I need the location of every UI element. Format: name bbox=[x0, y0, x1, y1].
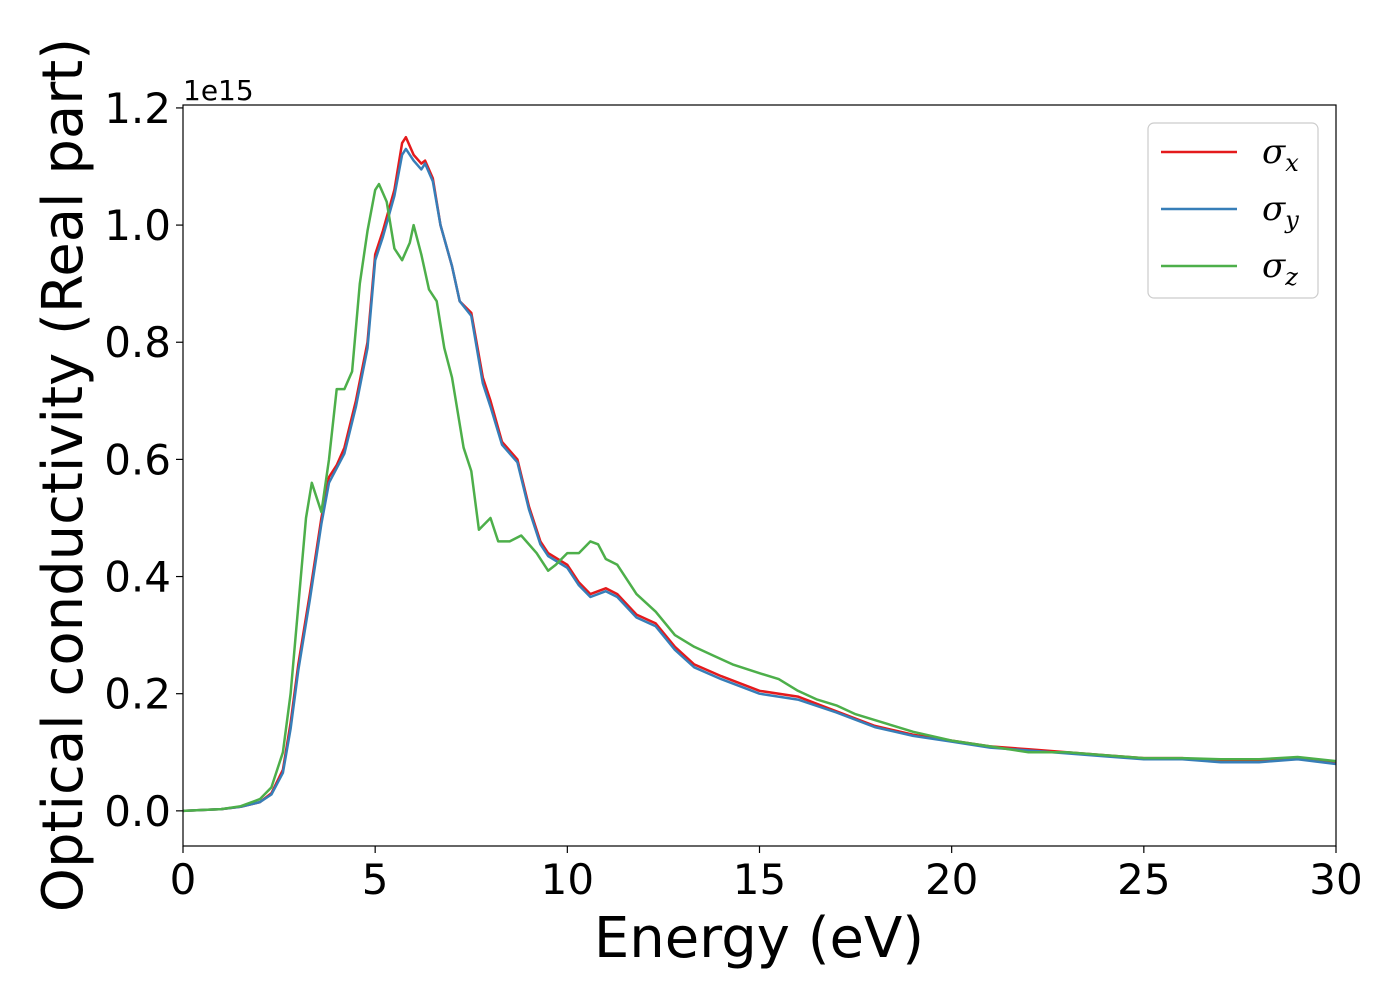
y-tick-label: 0.6 bbox=[104, 435, 171, 484]
y-tick-label: 0.8 bbox=[104, 318, 171, 367]
x-axis: 0 5 10 15 20 25 30 bbox=[170, 846, 1363, 904]
x-tick-label: 15 bbox=[733, 855, 786, 904]
y-offset-label: 1e15 bbox=[183, 74, 254, 107]
x-tick-label: 30 bbox=[1309, 855, 1362, 904]
x-tick-label: 5 bbox=[362, 855, 389, 904]
legend-frame bbox=[1147, 122, 1319, 299]
x-tick-label: 10 bbox=[541, 855, 594, 904]
y-axis-title: Optical conductivity (Real part) bbox=[31, 38, 96, 912]
series-layer bbox=[183, 135, 1336, 813]
x-tick-label: 25 bbox=[1117, 855, 1170, 904]
y-tick-label: 0.2 bbox=[104, 670, 171, 719]
legend-label-sigma-z: σz bbox=[1262, 246, 1298, 291]
x-tick-label: 0 bbox=[170, 855, 197, 904]
y-axis: 0.0 0.2 0.4 0.6 0.8 1.0 1.2 bbox=[104, 84, 183, 836]
x-axis-title: Energy (eV) bbox=[594, 906, 924, 971]
y-tick-label: 0.4 bbox=[104, 553, 171, 602]
y-tick-label: 1.2 bbox=[104, 84, 171, 133]
y-tick-label: 0.0 bbox=[104, 787, 171, 836]
x-tick-label: 20 bbox=[925, 855, 978, 904]
y-tick-label: 1.0 bbox=[104, 201, 171, 250]
series-line-sigma-z bbox=[183, 182, 1336, 813]
